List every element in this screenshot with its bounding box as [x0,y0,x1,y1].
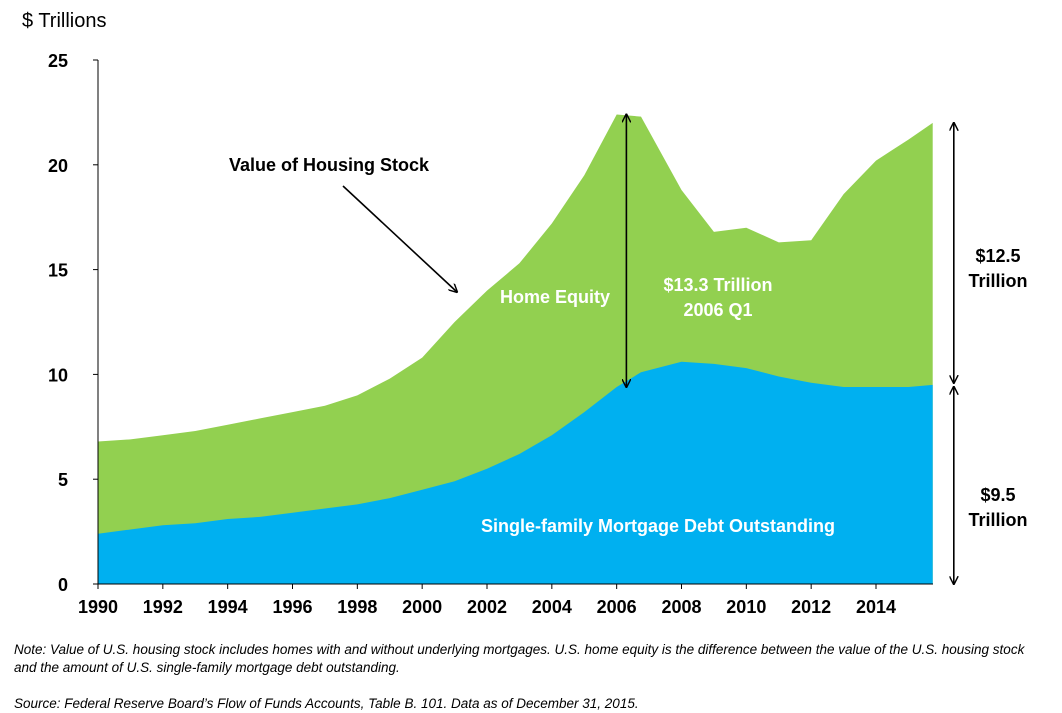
y-axis-ticks: 0 5 10 15 20 25 [48,51,98,595]
annotations: Value of Housing Stock Home Equity $13.3 T… [229,114,1028,584]
x-tick-label: 2008 [661,597,701,617]
x-tick-label: 2014 [856,597,896,617]
y-tick-label: 20 [48,156,68,176]
y-tick-label: 0 [58,575,68,595]
y-tick-label: 15 [48,261,68,281]
y-tick-label: 10 [48,365,68,385]
x-tick-label: 2012 [791,597,831,617]
x-tick-label: 1992 [143,597,183,617]
mortgage-debt-area [98,361,933,584]
current-equity-value-label: $12.5 [975,246,1020,266]
housing-stock-pointer-arrow [342,185,457,292]
current-debt-unit-label: Trillion [968,510,1027,530]
x-tick-label: 2002 [467,597,507,617]
chart-note: Note: Value of U.S. housing stock includ… [14,642,1025,675]
value-of-housing-stock-label: Value of Housing Stock [229,155,430,175]
area-layers [98,114,933,584]
y-tick-label: 25 [48,51,68,71]
x-tick-label: 1990 [78,597,118,617]
home-equity-label: Home Equity [500,287,610,307]
x-tick-label: 2006 [597,597,637,617]
x-tick-label: 2000 [402,597,442,617]
x-tick-label: 1996 [272,597,312,617]
x-axis-ticks: 1990 1992 1994 1996 1998 2000 2002 2004 2006 2008… [78,584,896,617]
axes [97,60,933,585]
x-tick-label: 2010 [726,597,766,617]
y-axis-label: $ Trillions [22,10,106,32]
current-debt-value-label: $9.5 [980,485,1015,505]
x-tick-label: 2004 [532,597,572,617]
peak-date-label: 2006 Q1 [683,300,752,320]
x-tick-label: 1994 [208,597,248,617]
peak-equity-label: $13.3 Trillion [663,275,772,295]
chart-source: Source: Federal Reserve Board’s Flow of … [14,696,639,711]
housing-equity-chart: 0 5 10 15 20 25 1990 1992 1994 1996 1998 2000 2002 2… [22,10,1028,617]
current-equity-unit-label: Trillion [968,271,1027,291]
x-tick-label: 1998 [337,597,377,617]
mortgage-debt-label: Single-family Mortgage Debt Outstanding [481,516,835,536]
y-tick-label: 5 [58,470,68,490]
